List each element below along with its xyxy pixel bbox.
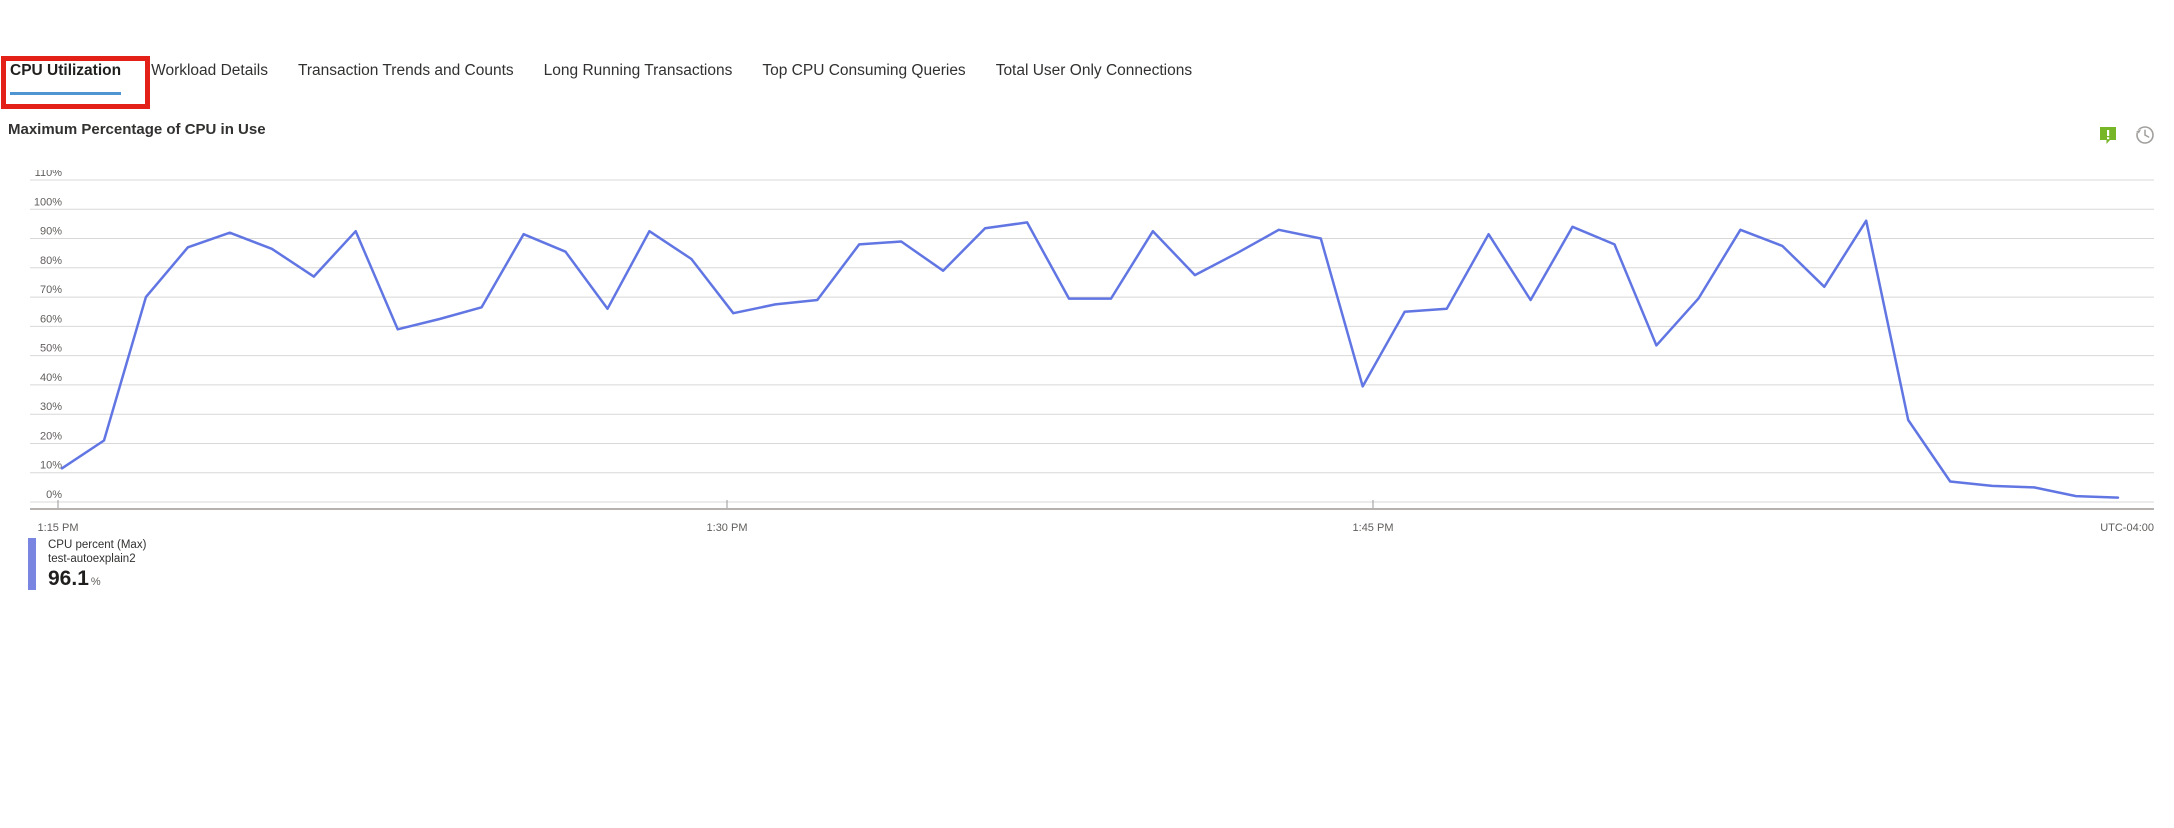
svg-text:20%: 20% — [40, 431, 62, 443]
svg-text:30%: 30% — [40, 401, 62, 413]
chart-legend: CPU percent (Max) test-autoexplain2 96.1… — [28, 538, 146, 594]
cpu-line-chart: 0% 10% 20% 30% 40% 50% 60% 70% 80% 90% 100% 110% 1:1… — [30, 170, 2154, 534]
chart-header-icons — [2097, 124, 2156, 146]
svg-text:70%: 70% — [40, 284, 62, 296]
svg-text:1:15 PM: 1:15 PM — [38, 522, 79, 534]
svg-text:1:45 PM: 1:45 PM — [1353, 522, 1394, 534]
tab-long-running-transactions[interactable]: Long Running Transactions — [543, 62, 733, 79]
legend-unit: % — [90, 576, 101, 588]
history-icon[interactable] — [2134, 124, 2156, 146]
legend-color-bar — [28, 538, 36, 590]
svg-text:60%: 60% — [40, 313, 62, 325]
tab-total-user-only-connections[interactable]: Total User Only Connections — [995, 62, 1193, 79]
svg-text:10%: 10% — [40, 460, 62, 472]
svg-text:90%: 90% — [40, 226, 62, 238]
tab-transaction-trends-and-counts[interactable]: Transaction Trends and Counts — [297, 62, 514, 79]
tab-bar: CPU Utilization Workload Details Transac… — [10, 62, 1192, 95]
svg-text:40%: 40% — [40, 372, 62, 384]
svg-text:1:30 PM: 1:30 PM — [707, 522, 748, 534]
svg-text:0%: 0% — [46, 489, 62, 501]
svg-text:100%: 100% — [34, 196, 62, 208]
feedback-icon[interactable] — [2097, 124, 2119, 146]
svg-text:UTC-04:00: UTC-04:00 — [2100, 522, 2154, 534]
tab-cpu-utilization[interactable]: CPU Utilization — [10, 62, 122, 95]
tab-top-cpu-consuming-queries[interactable]: Top CPU Consuming Queries — [762, 62, 966, 79]
legend-resource-name: test-autoexplain2 — [48, 553, 136, 565]
chart-title: Maximum Percentage of CPU in Use — [8, 121, 266, 138]
legend-series-name: CPU percent (Max) — [48, 539, 147, 551]
svg-text:80%: 80% — [40, 255, 62, 267]
legend-max-value: 96.1% — [48, 567, 101, 590]
svg-text:50%: 50% — [40, 343, 62, 355]
tab-workload-details[interactable]: Workload Details — [151, 62, 268, 79]
svg-text:110%: 110% — [35, 170, 63, 179]
